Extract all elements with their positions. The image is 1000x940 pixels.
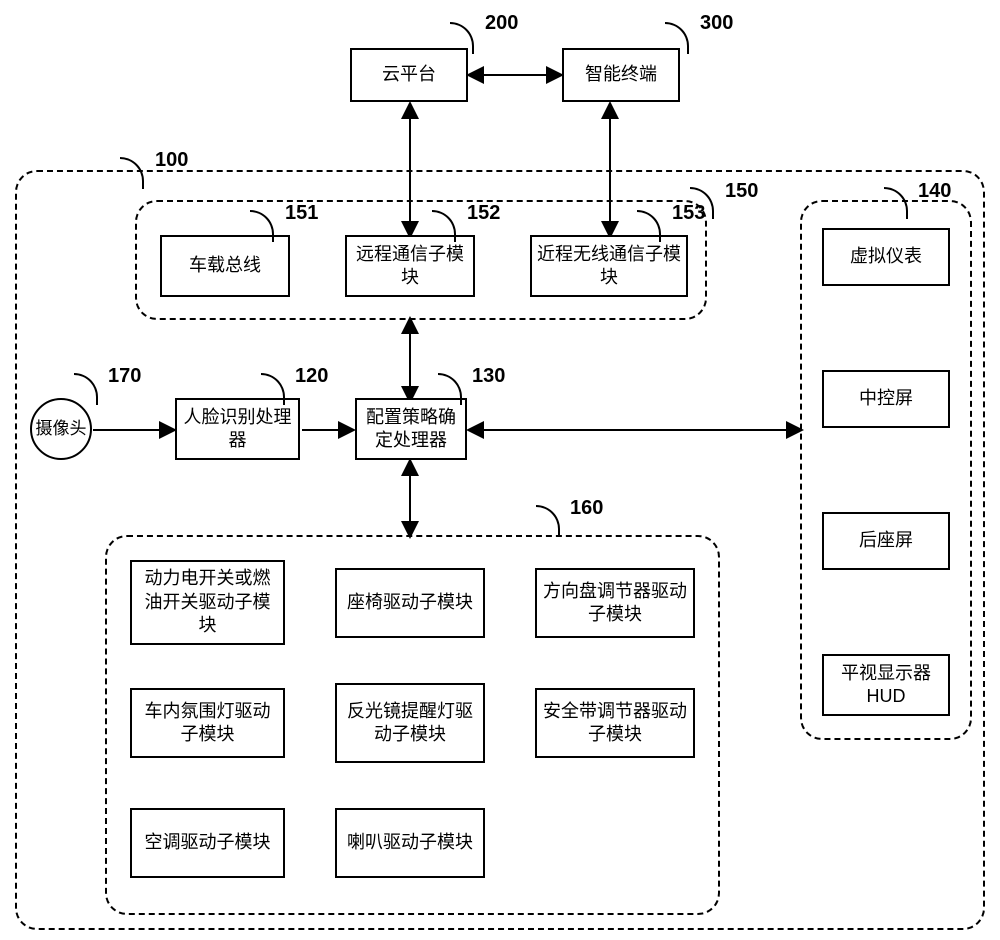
num-140: 140	[918, 180, 951, 203]
cloud-box: 云平台	[350, 48, 468, 102]
num-200: 200	[485, 12, 518, 35]
driver-item-3-label: 车内氛围灯驱动子模块	[136, 700, 279, 747]
cloud-label: 云平台	[382, 63, 436, 86]
remote-label: 远程通信子模块	[351, 243, 469, 290]
terminal-label: 智能终端	[585, 63, 657, 86]
driver-item-4: 反光镜提醒灯驱动子模块	[335, 683, 485, 763]
display-item-3: 平视显示器HUD	[822, 654, 950, 716]
num-170: 170	[108, 365, 141, 388]
display-item-1-label: 中控屏	[859, 387, 913, 410]
near-box: 近程无线通信子模块	[530, 235, 688, 297]
face-label: 人脸识别处理器	[181, 406, 294, 453]
remote-box: 远程通信子模块	[345, 235, 475, 297]
driver-item-2-label: 方向盘调节器驱动子模块	[541, 580, 689, 627]
num-152: 152	[467, 202, 500, 225]
driver-item-7: 喇叭驱动子模块	[335, 808, 485, 878]
display-item-0: 虚拟仪表	[822, 228, 950, 286]
camera-circle: 摄像头	[30, 398, 92, 460]
bus-label: 车载总线	[189, 254, 261, 277]
driver-item-1: 座椅驱动子模块	[335, 568, 485, 638]
driver-item-3: 车内氛围灯驱动子模块	[130, 688, 285, 758]
num-153: 153	[672, 202, 705, 225]
driver-item-0-label: 动力电开关或燃油开关驱动子模块	[136, 567, 279, 637]
display-item-3-label: 平视显示器HUD	[828, 662, 944, 709]
camera-label: 摄像头	[36, 419, 87, 439]
driver-item-6: 空调驱动子模块	[130, 808, 285, 878]
num-300: 300	[700, 12, 733, 35]
driver-item-5: 安全带调节器驱动子模块	[535, 688, 695, 758]
driver-item-2: 方向盘调节器驱动子模块	[535, 568, 695, 638]
config-label: 配置策略确定处理器	[361, 406, 461, 453]
display-item-2-label: 后座屏	[859, 529, 913, 552]
num-160: 160	[570, 497, 603, 520]
near-label: 近程无线通信子模块	[536, 243, 682, 290]
config-box: 配置策略确定处理器	[355, 398, 467, 460]
num-100: 100	[155, 149, 188, 172]
num-130: 130	[472, 365, 505, 388]
display-item-1: 中控屏	[822, 370, 950, 428]
driver-item-1-label: 座椅驱动子模块	[347, 591, 473, 614]
driver-item-4-label: 反光镜提醒灯驱动子模块	[341, 700, 479, 747]
num-151: 151	[285, 202, 318, 225]
num-150: 150	[725, 180, 758, 203]
num-120: 120	[295, 365, 328, 388]
driver-item-5-label: 安全带调节器驱动子模块	[541, 700, 689, 747]
face-box: 人脸识别处理器	[175, 398, 300, 460]
driver-item-6-label: 空调驱动子模块	[145, 831, 271, 854]
display-item-2: 后座屏	[822, 512, 950, 570]
driver-item-0: 动力电开关或燃油开关驱动子模块	[130, 560, 285, 645]
terminal-box: 智能终端	[562, 48, 680, 102]
bus-box: 车载总线	[160, 235, 290, 297]
display-item-0-label: 虚拟仪表	[850, 245, 922, 268]
driver-item-7-label: 喇叭驱动子模块	[347, 831, 473, 854]
